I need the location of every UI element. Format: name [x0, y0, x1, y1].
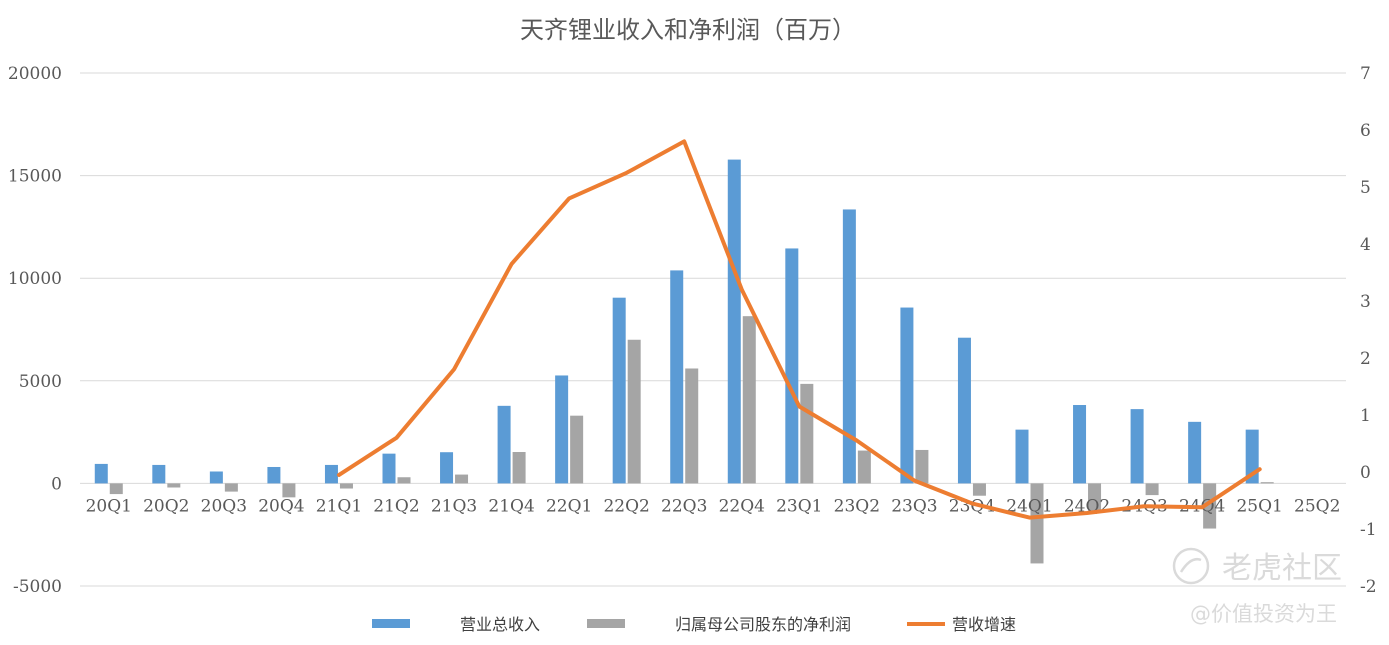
net-profit-bar [339, 483, 353, 489]
watermark-handle: @价值投资为王 [1190, 602, 1337, 626]
net-profit-bar [109, 483, 123, 495]
x-tick-label: 22Q3 [661, 496, 707, 516]
bars [94, 159, 1274, 564]
x-axis-labels: 20Q1 20Q2 20Q3 20Q4 21Q1 21Q2 21Q3 21Q4 22Q1 22Q2… [86, 496, 1341, 516]
revenue-bar [555, 375, 569, 484]
x-tick-label: 21Q2 [373, 496, 419, 516]
legend-swatch-revenue [372, 619, 410, 628]
left-axis-ticks: -5000 0 5000 10000 15000 20000 [8, 64, 62, 597]
tiger-logo-stripe-icon [1179, 558, 1202, 573]
legend-label-net-profit: 归属母公司股东的净利润 [675, 615, 851, 634]
legend-label-revenue: 营业总收入 [460, 615, 540, 634]
revenue-bar [1188, 421, 1202, 484]
revenue-bar [727, 159, 741, 484]
x-tick-label: 25Q1 [1236, 496, 1282, 516]
right-tick-label: -1 [1360, 520, 1377, 540]
x-tick-label: 22Q4 [719, 496, 765, 516]
left-tick-label: 20000 [8, 64, 62, 84]
net-profit-bar [455, 474, 469, 484]
x-tick-label: 24Q1 [1006, 496, 1052, 516]
x-tick-label: 21Q3 [431, 496, 477, 516]
net-profit-bar [1260, 482, 1274, 484]
net-profit-bar [857, 450, 871, 484]
left-tick-label: -5000 [13, 577, 62, 597]
right-tick-label: 3 [1360, 292, 1371, 312]
revenue-bar [267, 466, 281, 484]
revenue-bar [842, 209, 856, 484]
x-tick-label: 21Q4 [488, 496, 534, 516]
tiger-logo-icon [1172, 547, 1210, 585]
growth-line [337, 139, 1262, 520]
x-tick-label: 20Q3 [201, 496, 247, 516]
x-tick-label: 20Q1 [86, 496, 132, 516]
revenue-bar [957, 337, 971, 484]
x-tick-label: 23Q1 [776, 496, 822, 516]
net-profit-bar [570, 415, 584, 484]
legend: 营业总收入 归属母公司股东的净利润 营收增速 [372, 615, 1016, 634]
revenue-bar [382, 453, 396, 484]
net-profit-bar [1145, 483, 1159, 496]
revenue-bar [1015, 429, 1029, 484]
revenue-bar [785, 248, 799, 484]
growth-series-line [337, 139, 1262, 520]
revenue-bar [670, 270, 684, 484]
right-tick-label: 1 [1360, 406, 1371, 426]
revenue-bar [209, 471, 223, 484]
x-tick-label: 25Q2 [1294, 496, 1340, 516]
net-profit-bar [742, 316, 756, 484]
net-profit-bar [224, 483, 238, 492]
right-tick-label: 2 [1360, 349, 1371, 369]
right-tick-label: 6 [1360, 121, 1371, 141]
right-axis-ticks: -2 -1 0 1 2 3 4 5 6 7 [1360, 64, 1377, 597]
right-tick-label: -2 [1360, 577, 1377, 597]
x-tick-label: 23Q3 [891, 496, 937, 516]
left-tick-label: 5000 [19, 372, 62, 392]
revenue-bar [440, 452, 454, 484]
x-tick-label: 21Q1 [316, 496, 362, 516]
right-tick-label: 5 [1360, 178, 1371, 198]
right-tick-label: 7 [1360, 64, 1371, 84]
revenue-bar [612, 297, 626, 484]
x-tick-label: 20Q4 [258, 496, 304, 516]
net-profit-bar [800, 383, 814, 484]
x-tick-label: 23Q4 [949, 496, 995, 516]
net-profit-bar [167, 483, 181, 488]
net-profit-bar [397, 477, 411, 484]
x-tick-label: 22Q2 [603, 496, 649, 516]
net-profit-bar [685, 368, 699, 484]
revenue-bar [1130, 409, 1144, 484]
net-profit-bar [1030, 483, 1044, 564]
watermark: 老虎社区 @价值投资为王 [1172, 547, 1342, 626]
net-profit-bar [627, 339, 641, 484]
net-profit-bar [915, 449, 929, 484]
net-profit-bar [1203, 483, 1217, 529]
revenue-bar [94, 463, 108, 484]
watermark-brand: 老虎社区 [1222, 551, 1342, 586]
left-tick-label: 0 [51, 474, 62, 494]
left-tick-label: 10000 [8, 269, 62, 289]
x-tick-label: 23Q2 [834, 496, 880, 516]
net-profit-bar [972, 483, 986, 496]
right-tick-label: 4 [1360, 235, 1371, 255]
legend-swatch-net-profit [587, 619, 625, 628]
legend-label-growth: 营收增速 [952, 615, 1016, 634]
revenue-bar [497, 405, 511, 484]
revenue-bar [324, 464, 338, 484]
revenue-bar [900, 307, 914, 484]
net-profit-bar [512, 452, 526, 484]
left-tick-label: 15000 [8, 167, 62, 187]
x-tick-label: 20Q2 [143, 496, 189, 516]
net-profit-bar [1088, 483, 1102, 513]
net-profit-bar [282, 483, 296, 498]
x-tick-label: 22Q1 [546, 496, 592, 516]
chart-title: 天齐锂业收入和净利润（百万） [520, 16, 856, 44]
right-tick-label: 0 [1360, 463, 1371, 483]
revenue-bar [152, 464, 166, 484]
revenue-bar [1073, 405, 1087, 484]
